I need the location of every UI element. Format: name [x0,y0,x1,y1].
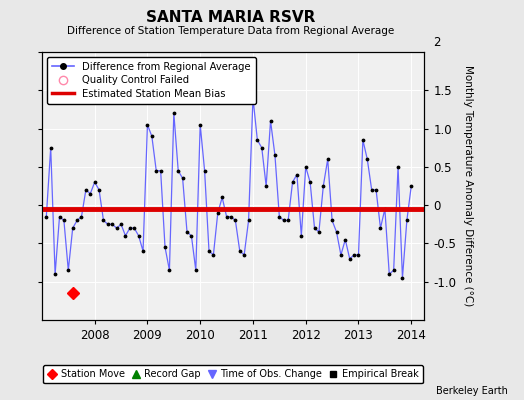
Text: Berkeley Earth: Berkeley Earth [436,386,508,396]
Y-axis label: Monthly Temperature Anomaly Difference (°C): Monthly Temperature Anomaly Difference (… [463,65,473,307]
Text: SANTA MARIA RSVR: SANTA MARIA RSVR [146,10,315,25]
Legend: Station Move, Record Gap, Time of Obs. Change, Empirical Break: Station Move, Record Gap, Time of Obs. C… [43,365,423,384]
Text: Difference of Station Temperature Data from Regional Average: Difference of Station Temperature Data f… [67,26,394,36]
Text: 2: 2 [433,36,440,49]
